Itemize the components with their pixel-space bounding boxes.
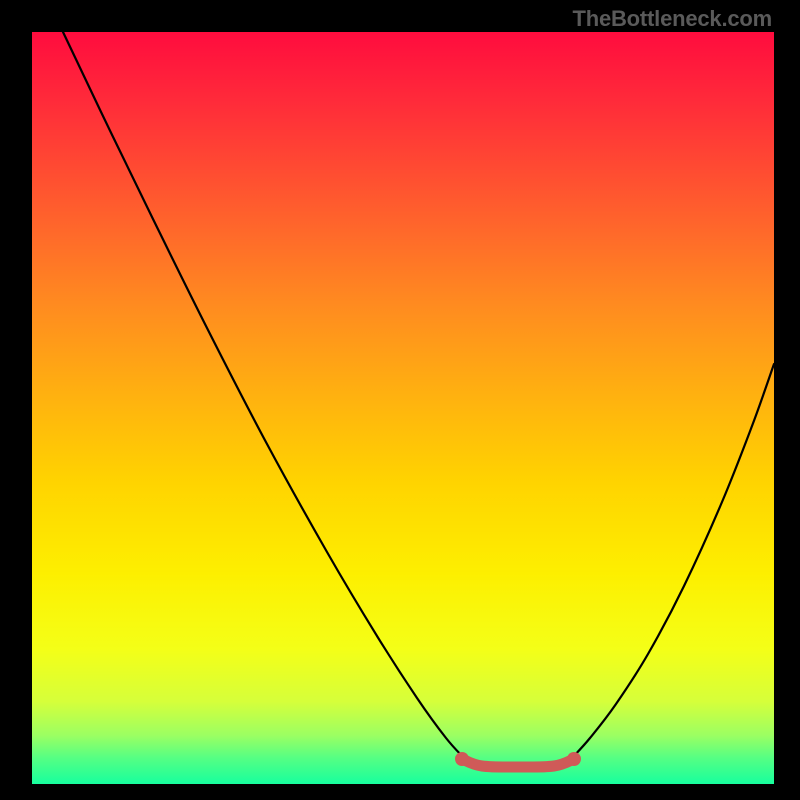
valley-marker [462, 759, 574, 767]
curve-right-branch [572, 364, 774, 758]
curve-left-branch [63, 32, 464, 758]
curve-overlay [0, 0, 800, 800]
valley-end-dot-right [567, 752, 581, 766]
chart-frame: TheBottleneck.com [0, 0, 800, 800]
valley-end-dot-left [455, 752, 469, 766]
watermark-text: TheBottleneck.com [572, 6, 772, 32]
